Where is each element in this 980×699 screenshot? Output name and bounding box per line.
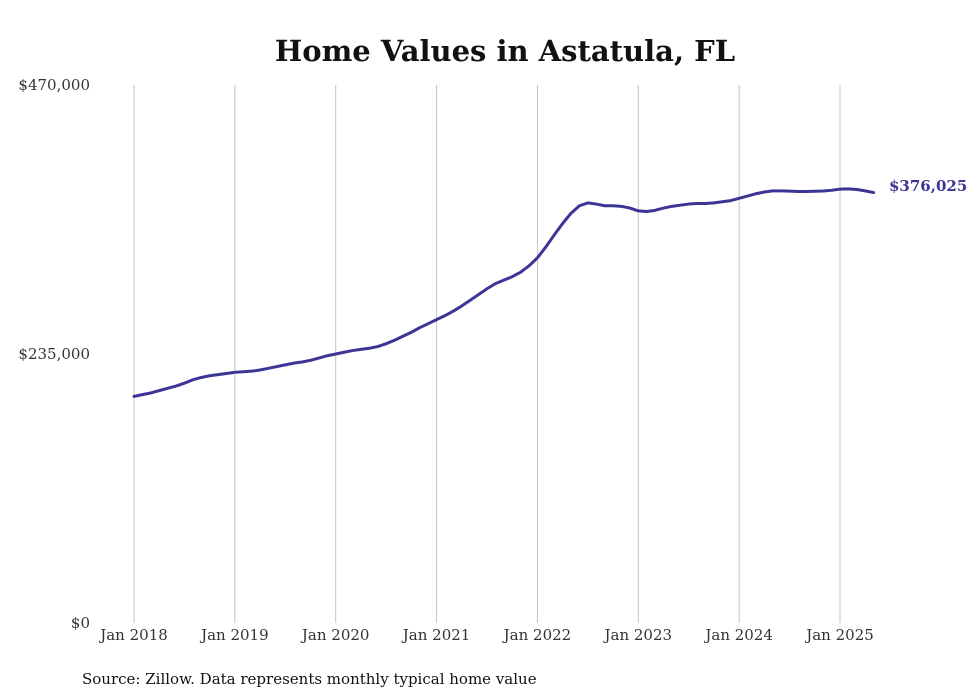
y-tick-label: $0 [71, 614, 90, 632]
x-tick-label: Jan 2024 [703, 626, 773, 644]
home-value-line [132, 187, 876, 398]
source-note: Source: Zillow. Data represents monthly … [82, 670, 537, 688]
x-tick-label: Jan 2018 [98, 626, 168, 644]
y-axis-tick-labels: $0 $235,000 $470,000 [18, 76, 90, 632]
x-tick-label: Jan 2023 [603, 626, 673, 644]
last-value-label: $376,025 [889, 177, 967, 195]
grid-lines [133, 85, 841, 623]
series-layer [132, 187, 876, 398]
x-axis-tick-labels: Jan 2018 Jan 2019 Jan 2020 Jan 2021 Jan 2022… [98, 626, 874, 644]
y-tick-label: $235,000 [18, 345, 90, 363]
x-tick-label: Jan 2025 [804, 626, 874, 644]
x-tick-label: Jan 2019 [199, 626, 269, 644]
chart-title: Home Values in Astatula, FL [275, 34, 735, 68]
x-tick-label: Jan 2022 [502, 626, 572, 644]
x-tick-label: Jan 2020 [300, 626, 370, 644]
x-tick-label: Jan 2021 [401, 626, 471, 644]
y-tick-label: $470,000 [18, 76, 90, 94]
